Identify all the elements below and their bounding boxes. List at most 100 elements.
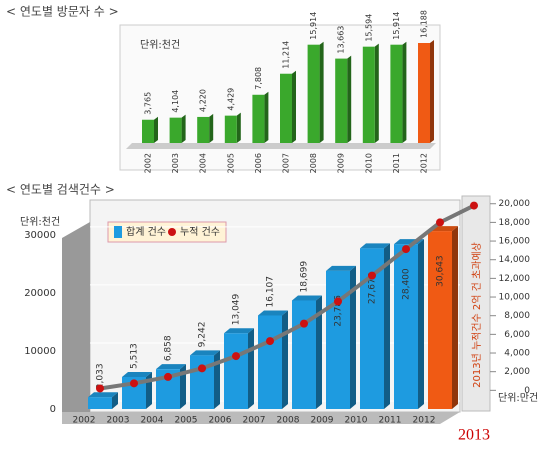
value-label: 9,242 — [198, 322, 208, 348]
value-label: 28,400 — [402, 268, 412, 300]
value-label: 13,663 — [337, 26, 346, 54]
x-tick-label: 2002 — [144, 153, 153, 173]
x-tick-label: 2008 — [309, 153, 318, 173]
bar-side — [384, 243, 390, 409]
floor — [126, 143, 436, 149]
line-point — [402, 245, 410, 254]
line-point — [198, 364, 206, 373]
value-label: 23,786 — [334, 295, 344, 327]
bar — [390, 44, 403, 143]
legend-label: 누적 건수 — [180, 226, 220, 238]
bar-side — [214, 350, 220, 409]
bar-side — [282, 310, 288, 409]
bar-top — [360, 243, 390, 249]
bar-side — [402, 41, 407, 143]
x-tick-label: 2012 — [420, 153, 429, 173]
value-label: 5,513 — [130, 343, 140, 369]
bar-side — [248, 328, 254, 409]
side-wall — [62, 222, 90, 412]
bar-top — [292, 295, 322, 301]
bar-top — [190, 350, 220, 356]
bar — [394, 244, 418, 409]
bar — [362, 46, 375, 143]
bar-side — [209, 113, 214, 143]
x-tick-label: 2006 — [209, 416, 232, 426]
y2-tick-label: 16,000 — [499, 237, 531, 247]
bar-top — [122, 371, 152, 377]
x-tick-label: 2012 — [413, 416, 436, 426]
value-label: 15,914 — [392, 12, 401, 40]
x-tick-label: 2011 — [392, 153, 401, 173]
y-tick-label: 20000 — [24, 288, 56, 299]
bar — [169, 117, 182, 143]
bar — [258, 315, 282, 409]
bar-side — [347, 55, 352, 143]
y2-tick-label: 4,000 — [504, 349, 530, 359]
bar — [335, 58, 348, 143]
bar-side — [452, 226, 458, 409]
line — [99, 203, 475, 391]
value-label: 2,033 — [96, 363, 106, 389]
line-point — [232, 352, 240, 361]
x-tick-label: 2013 — [458, 427, 490, 444]
y2-tick-label: 12,000 — [499, 274, 531, 284]
value-label: 7,808 — [254, 67, 263, 90]
y2-tick-label: 8,000 — [504, 311, 530, 321]
x-tick-label: 2003 — [107, 416, 130, 426]
line-point — [164, 372, 172, 381]
bar — [224, 115, 237, 143]
value-label: 4,220 — [199, 89, 208, 112]
value-label: 16,188 — [420, 10, 429, 38]
value-label: 30,643 — [436, 255, 446, 287]
bar-top — [156, 364, 186, 370]
x-tick-label: 2009 — [337, 153, 346, 173]
bar — [252, 94, 265, 143]
bar — [88, 397, 112, 409]
bar — [197, 116, 210, 143]
value-label: 15,594 — [364, 14, 373, 42]
unit-label: 단위:만건 — [498, 391, 538, 404]
annotation: 2013년 누적건수 2억 건 초과예상 — [471, 242, 483, 388]
bar-side — [154, 116, 158, 143]
chart-title: < 연도별 방문자 수 > — [6, 5, 119, 19]
bar-side — [430, 40, 434, 143]
value-label: 11,214 — [282, 41, 291, 69]
y2-tick-label: 6,000 — [504, 330, 530, 340]
x-tick-label: 2002 — [73, 416, 96, 426]
x-tick-label: 2007 — [243, 416, 266, 426]
bar-top — [258, 310, 288, 316]
bar-top — [88, 392, 118, 398]
bar — [142, 119, 154, 143]
bar-top — [326, 265, 356, 271]
y2-tick-label: 20,000 — [499, 199, 531, 209]
line-point — [470, 201, 478, 210]
chart-title: < 연도별 검색건수 > — [6, 183, 115, 197]
value-label: 15,914 — [309, 12, 318, 40]
x-tick-label: 2010 — [364, 153, 373, 173]
legend-label: 합계 건수 — [126, 226, 166, 238]
line-point — [130, 379, 138, 388]
bar-side — [264, 91, 269, 143]
x-tick-label: 2003 — [171, 153, 180, 173]
line-point — [300, 319, 308, 328]
value-label: 16,107 — [266, 276, 276, 308]
y2-tick-label: 0 — [524, 386, 530, 396]
bar — [224, 333, 248, 409]
y-tick-label: 0 — [50, 404, 56, 415]
bar-side — [374, 43, 379, 143]
bar-top — [224, 328, 254, 334]
line-point — [334, 297, 342, 306]
bar — [280, 73, 292, 143]
y-tick-label: 30000 — [24, 230, 56, 241]
unit-label: 단위:천건 — [140, 38, 180, 51]
unit-label: 단위:천건 — [20, 215, 60, 228]
x-tick-label: 2005 — [226, 153, 235, 173]
value-label: 6,858 — [164, 335, 174, 361]
bar — [307, 44, 320, 143]
value-label: 3,765 — [144, 92, 153, 115]
value-label: 27,676 — [368, 272, 378, 304]
bar-side — [316, 295, 322, 409]
floor — [62, 412, 460, 424]
bar-side — [112, 392, 118, 409]
bar — [428, 231, 452, 409]
